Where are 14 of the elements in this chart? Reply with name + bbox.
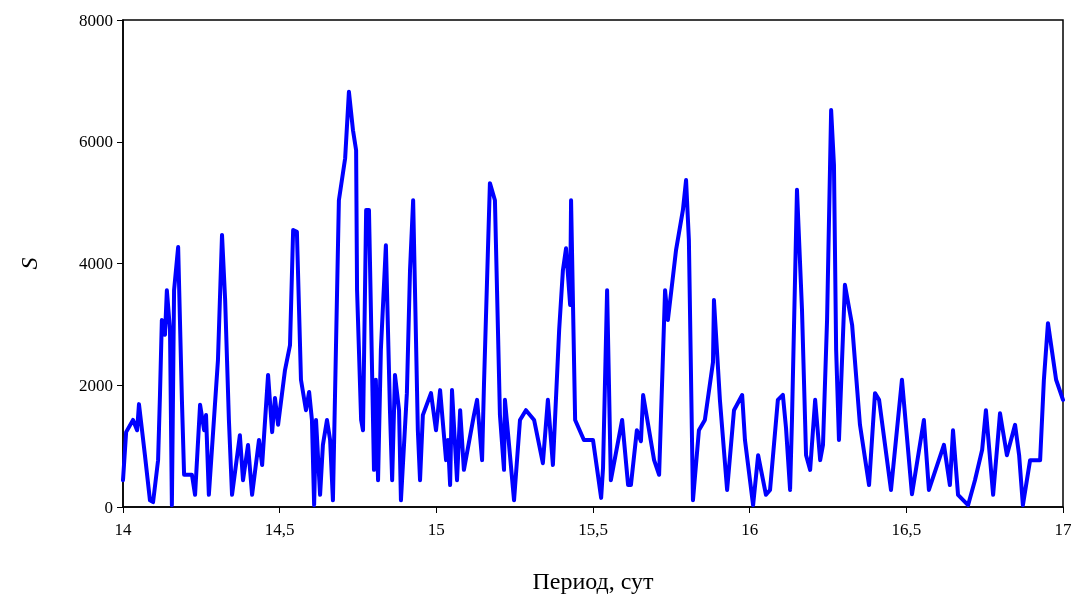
y-tick-label: 2000 xyxy=(79,375,113,395)
x-tick-label: 15,5 xyxy=(578,520,608,539)
y-tick-label: 8000 xyxy=(79,10,113,30)
x-tick-label: 16,5 xyxy=(891,520,922,539)
x-tick-label: 14,5 xyxy=(264,520,295,539)
x-tick-label: 14 xyxy=(114,520,132,539)
y-tick-label: 0 xyxy=(104,497,113,517)
x-tick-label: 17 xyxy=(1054,520,1072,539)
x-axis-title: Период, сут xyxy=(532,568,655,594)
y-axis-title: S xyxy=(16,257,42,270)
x-tick-label: 15 xyxy=(427,520,445,539)
y-tick-label: 6000 xyxy=(79,132,113,152)
y-tick-label: 4000 xyxy=(79,254,113,273)
x-tick-label: 16 xyxy=(741,520,759,539)
